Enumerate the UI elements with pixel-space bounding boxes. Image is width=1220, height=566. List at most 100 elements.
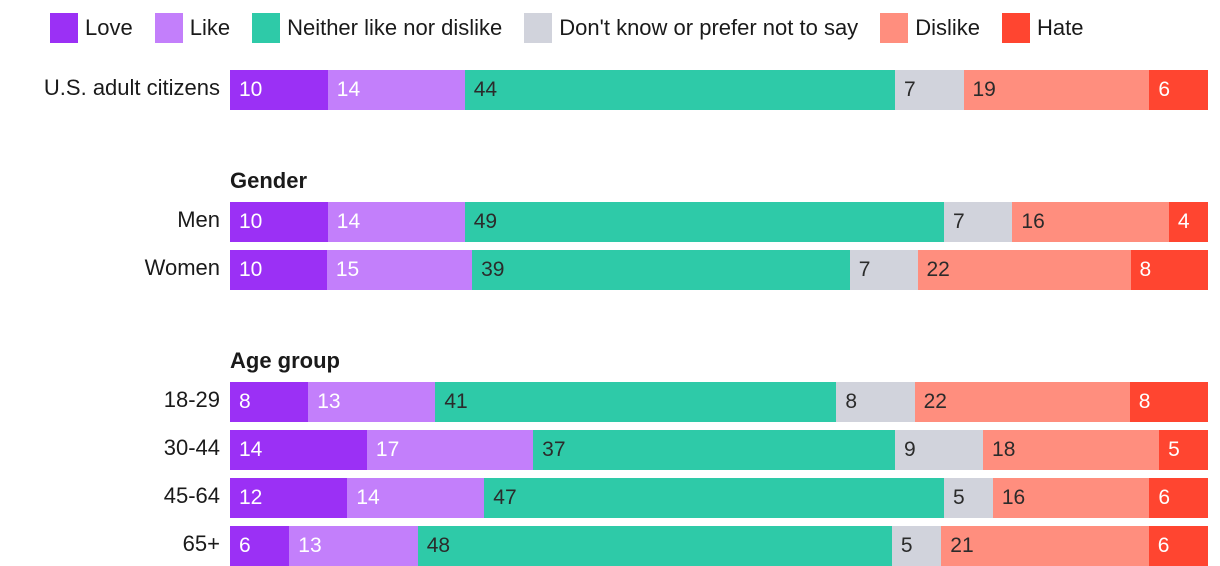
legend: Love Like Neither like nor dislike Don't kn… xyxy=(50,10,1083,46)
bar-segment: 9 xyxy=(895,430,984,470)
stacked-bar: 8 13 41 8 22 8 xyxy=(230,382,1209,422)
segment-value-label: 22 xyxy=(923,390,947,413)
segment-value-label: 7 xyxy=(952,210,965,233)
segment-value-label: 16 xyxy=(1021,210,1045,233)
group-title: Age group xyxy=(230,348,340,373)
legend-swatch xyxy=(880,13,909,43)
bar-segment: 7 xyxy=(943,202,1013,242)
bar-segment: 8 xyxy=(1129,382,1209,422)
bar-segment: 22 xyxy=(914,382,1131,422)
segment-value-label: 8 xyxy=(239,390,251,413)
segment-value-label: 37 xyxy=(542,438,566,461)
segment-value-label: 22 xyxy=(926,258,950,281)
bar-segment: 44 xyxy=(464,70,896,110)
legend-label: Love xyxy=(85,15,133,40)
bar-segment: 5 xyxy=(1159,430,1209,470)
segment-value-label: 7 xyxy=(904,78,916,101)
legend-swatch xyxy=(1001,13,1030,43)
bar-segment: 14 xyxy=(327,202,466,242)
bar-segment: 21 xyxy=(941,526,1150,566)
bar-segment: 6 xyxy=(230,526,290,566)
segment-value-label: 15 xyxy=(335,258,360,281)
segment-value-label: 16 xyxy=(1001,486,1026,509)
bar-segment: 41 xyxy=(435,382,837,422)
segment-value-label: 7 xyxy=(858,258,871,281)
stacked-bar: 10 14 49 7 16 4 xyxy=(230,202,1209,242)
segment-value-label: 10 xyxy=(239,258,263,281)
bar-segment: 17 xyxy=(366,430,534,470)
segment-value-label: 39 xyxy=(481,258,505,281)
segment-value-label: 6 xyxy=(1157,534,1170,557)
bar-segment: 39 xyxy=(472,250,851,290)
bar-segment: 10 xyxy=(230,250,328,290)
segment-value-label: 14 xyxy=(239,438,263,461)
legend-swatch xyxy=(154,13,183,43)
row-label: U.S. adult citizens xyxy=(43,75,220,100)
bar-segment: 18 xyxy=(983,430,1160,470)
legend-item: Dislike xyxy=(880,13,980,43)
bar-segment: 6 xyxy=(1148,526,1209,566)
bar-segment: 13 xyxy=(289,526,419,566)
bar-segment: 6 xyxy=(1149,70,1209,110)
legend-label: Don't know or prefer not to say xyxy=(559,15,859,40)
bar-segment: 8 xyxy=(230,382,309,422)
group-title: Gender xyxy=(230,168,308,193)
bar-segment: 15 xyxy=(326,250,473,290)
segment-value-label: 48 xyxy=(426,534,451,557)
segment-value-label: 4 xyxy=(1177,210,1190,233)
bar-segment: 14 xyxy=(327,70,466,110)
bar-segment: 14 xyxy=(230,430,368,470)
segment-value-label: 17 xyxy=(375,438,400,461)
legend-swatch xyxy=(252,13,281,43)
segment-value-label: 19 xyxy=(972,78,996,101)
stacked-bar: 6 13 48 5 21 6 xyxy=(230,526,1209,566)
row-label: 18-29 xyxy=(163,387,220,412)
row-label: 65+ xyxy=(182,531,220,556)
row-label: Men xyxy=(177,207,220,232)
segment-value-label: 5 xyxy=(952,486,965,509)
bar-segment: 6 xyxy=(1149,478,1209,518)
row-label: Women xyxy=(144,255,220,280)
stacked-bar: 10 15 39 7 22 8 xyxy=(230,250,1209,290)
bar-segment: 8 xyxy=(836,382,916,422)
bar-segment: 13 xyxy=(308,382,436,422)
segment-value-label: 18 xyxy=(992,438,1016,461)
segment-value-label: 44 xyxy=(473,78,498,101)
bar-segment: 49 xyxy=(464,202,945,242)
segment-value-label: 49 xyxy=(473,210,498,233)
stacked-bar: 12 14 47 5 16 6 xyxy=(230,478,1209,518)
segment-value-label: 10 xyxy=(239,78,263,101)
segment-value-label: 5 xyxy=(900,534,913,557)
bar-segment: 12 xyxy=(230,478,348,518)
legend-item: Hate xyxy=(1001,13,1084,43)
legend-label: Dislike xyxy=(915,15,980,40)
legend-item: Love xyxy=(50,13,133,43)
bar-segment: 5 xyxy=(943,478,994,518)
segment-value-label: 13 xyxy=(317,390,341,413)
stacked-bar: 10 14 44 7 19 6 xyxy=(230,70,1209,110)
legend-item: Like xyxy=(154,13,231,43)
legend-label: Hate xyxy=(1036,15,1084,40)
bar-segment: 16 xyxy=(1012,202,1170,242)
segment-value-label: 14 xyxy=(336,78,361,101)
segment-value-label: 8 xyxy=(1139,258,1152,281)
segment-value-label: 5 xyxy=(1168,438,1180,461)
legend-label: Like xyxy=(189,15,231,40)
bar-segment: 10 xyxy=(230,202,329,242)
legend-swatch xyxy=(50,13,78,43)
bar-segment: 48 xyxy=(417,526,893,566)
segment-value-label: 12 xyxy=(239,486,263,509)
bar-segment: 16 xyxy=(992,478,1150,518)
segment-value-label: 6 xyxy=(1158,78,1170,101)
segment-value-label: 9 xyxy=(904,438,916,461)
segment-value-label: 6 xyxy=(1158,486,1170,509)
segment-value-label: 8 xyxy=(1138,390,1151,413)
legend-item: Don't know or prefer not to say xyxy=(524,13,858,43)
segment-value-label: 21 xyxy=(950,534,974,557)
stacked-bar: 14 17 37 9 18 5 xyxy=(230,430,1209,470)
bar-segment: 7 xyxy=(849,250,918,290)
bar-segment: 5 xyxy=(891,526,942,566)
legend-swatch xyxy=(524,13,553,43)
bar-segment: 10 xyxy=(230,70,329,110)
